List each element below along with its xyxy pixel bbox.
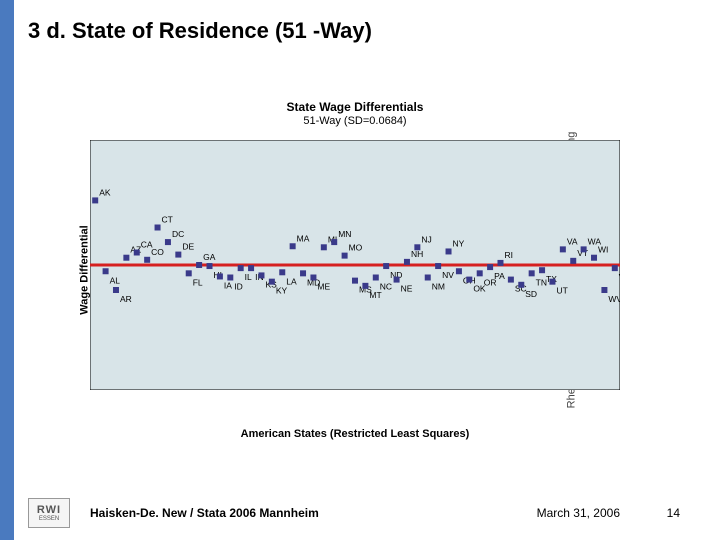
data-point — [279, 269, 285, 275]
point-label: GA — [203, 252, 216, 262]
point-label: KY — [276, 286, 288, 296]
data-point — [134, 250, 140, 256]
chart-container: State Wage Differentials 51-Way (SD=0.06… — [60, 100, 650, 440]
y-axis-label: Wage Differential — [79, 225, 91, 314]
logo-text: RWI — [37, 505, 61, 516]
data-point — [103, 268, 109, 274]
point-label: NE — [401, 284, 413, 294]
author-label: Haisken-De. New / Stata 2006 Mannheim — [90, 506, 319, 520]
date-label: March 31, 2006 — [537, 506, 620, 520]
data-point — [497, 260, 503, 266]
data-point — [591, 255, 597, 261]
accent-bar — [0, 0, 14, 540]
point-label: PA — [494, 271, 505, 281]
point-label: IA — [224, 280, 232, 290]
logo: RWI ESSEN — [28, 498, 70, 528]
point-label: IL — [245, 272, 252, 282]
point-label: WI — [598, 245, 608, 255]
data-point — [570, 258, 576, 264]
data-point — [560, 246, 566, 252]
data-point — [373, 275, 379, 281]
point-label: ME — [317, 282, 330, 292]
data-point — [394, 277, 400, 283]
point-label: NC — [380, 282, 392, 292]
data-point — [123, 255, 129, 261]
data-point — [362, 283, 368, 289]
data-point — [331, 239, 337, 245]
point-label: NY — [453, 238, 465, 248]
point-label: FL — [193, 277, 203, 287]
data-point — [456, 268, 462, 274]
page-number: 14 — [667, 506, 680, 520]
point-label: SD — [525, 289, 537, 299]
data-point — [258, 272, 264, 278]
data-point — [165, 239, 171, 245]
data-point — [300, 270, 306, 276]
data-point — [248, 265, 254, 271]
data-point — [612, 265, 618, 271]
data-point — [175, 252, 181, 258]
point-label: MA — [297, 233, 310, 243]
data-point — [539, 267, 545, 273]
logo-subtext: ESSEN — [39, 516, 59, 522]
point-label: VA — [567, 236, 578, 246]
point-label: NM — [432, 282, 445, 292]
data-point — [352, 278, 358, 284]
data-point — [92, 197, 98, 203]
point-label: MO — [349, 243, 363, 253]
point-label: AK — [99, 187, 111, 197]
data-point — [529, 270, 535, 276]
data-point — [425, 275, 431, 281]
point-label: UT — [556, 286, 567, 296]
chart-subtitle: 51-Way (SD=0.0684) — [60, 115, 650, 127]
point-label: NV — [442, 270, 454, 280]
data-point — [113, 287, 119, 293]
data-point — [269, 279, 275, 285]
point-label: CT — [162, 215, 173, 225]
point-label: CO — [151, 247, 164, 257]
point-label: RI — [504, 250, 513, 260]
data-point — [446, 248, 452, 254]
data-point — [227, 275, 233, 281]
point-label: DE — [182, 242, 194, 252]
scatter-plot: -0.6-0.4-0.20.00.20.40.6AKALARAZCACOCTDC… — [90, 140, 620, 390]
slide: 3 d. State of Residence (51 -Way) Rheini… — [0, 0, 720, 540]
data-point — [342, 253, 348, 259]
data-point — [601, 287, 607, 293]
data-point — [144, 257, 150, 263]
data-point — [549, 279, 555, 285]
data-point — [581, 246, 587, 252]
data-point — [310, 275, 316, 281]
data-point — [155, 225, 161, 231]
data-point — [477, 270, 483, 276]
chart-title: State Wage Differentials — [60, 100, 650, 114]
point-label: NH — [411, 249, 423, 259]
page-title: 3 d. State of Residence (51 -Way) — [28, 18, 372, 44]
data-point — [435, 263, 441, 269]
point-label: ID — [234, 282, 243, 292]
point-label: DC — [172, 229, 184, 239]
data-point — [414, 244, 420, 250]
data-point — [217, 273, 223, 279]
point-label: NJ — [421, 234, 431, 244]
data-point — [466, 277, 472, 283]
data-point — [383, 263, 389, 269]
data-point — [508, 277, 514, 283]
point-label: AR — [120, 294, 132, 304]
point-label: WV — [608, 294, 620, 304]
data-point — [290, 243, 296, 249]
data-point — [321, 244, 327, 250]
data-point — [518, 282, 524, 288]
data-point — [196, 262, 202, 268]
point-label: MN — [338, 229, 351, 239]
point-label: LA — [286, 276, 297, 286]
point-label: WY — [619, 272, 620, 282]
data-point — [404, 259, 410, 265]
data-point — [238, 265, 244, 271]
x-axis-label: American States (Restricted Least Square… — [60, 428, 650, 440]
data-point — [487, 264, 493, 270]
data-point — [186, 270, 192, 276]
data-point — [207, 263, 213, 269]
point-label: AL — [110, 275, 121, 285]
